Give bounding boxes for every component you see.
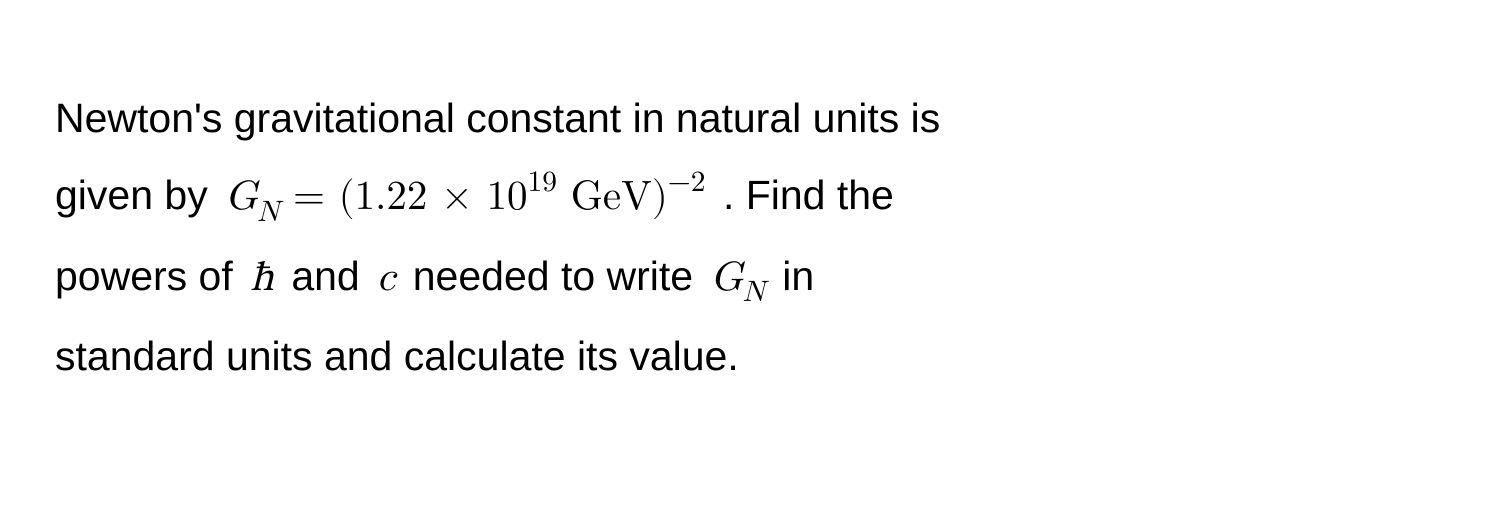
text-intro-2: given by xyxy=(55,172,219,218)
symbol-c: c xyxy=(377,257,395,298)
line-3: powers of ħ and c needed to write GN in xyxy=(55,238,1440,319)
left-paren: ( xyxy=(339,176,355,217)
power-base: 10 xyxy=(487,176,528,217)
unit-space xyxy=(557,176,571,217)
subscript-N: N xyxy=(257,197,279,227)
right-paren: ) xyxy=(652,176,668,217)
equation-gn-definition: GN = (1.22 × 1019 GeV)−2 xyxy=(225,172,717,218)
text-powers-of: powers of xyxy=(55,253,244,299)
exponent-19: 19 xyxy=(528,167,558,197)
times-symbol: × xyxy=(427,176,486,217)
symbol-G: G xyxy=(225,176,257,217)
symbol-gn-2: GN xyxy=(711,253,777,299)
unit-gev: GeV xyxy=(571,176,652,217)
text-needed-to-write: needed to write xyxy=(413,253,705,299)
symbol-G-2: G xyxy=(711,257,743,298)
text-after-eq: . Find the xyxy=(723,172,894,218)
line-2: given by GN = (1.22 × 1019 GeV)−2 . Find… xyxy=(55,157,1440,238)
line-4: standard units and calculate its value. xyxy=(55,318,1440,395)
text-intro-1: Newton's gravitational constant in natur… xyxy=(55,95,940,141)
line-1: Newton's gravitational constant in natur… xyxy=(55,80,1440,157)
physics-problem-statement: Newton's gravitational constant in natur… xyxy=(55,80,1440,396)
text-in: in xyxy=(782,253,814,299)
equals-sign: = xyxy=(279,176,338,217)
exponent-neg2: −2 xyxy=(668,167,706,197)
text-final: standard units and calculate its value. xyxy=(55,333,739,379)
subscript-N-2: N xyxy=(743,277,765,307)
text-and: and xyxy=(291,253,371,299)
coefficient: 1.22 xyxy=(355,176,428,217)
symbol-hbar: ħ xyxy=(250,257,274,298)
